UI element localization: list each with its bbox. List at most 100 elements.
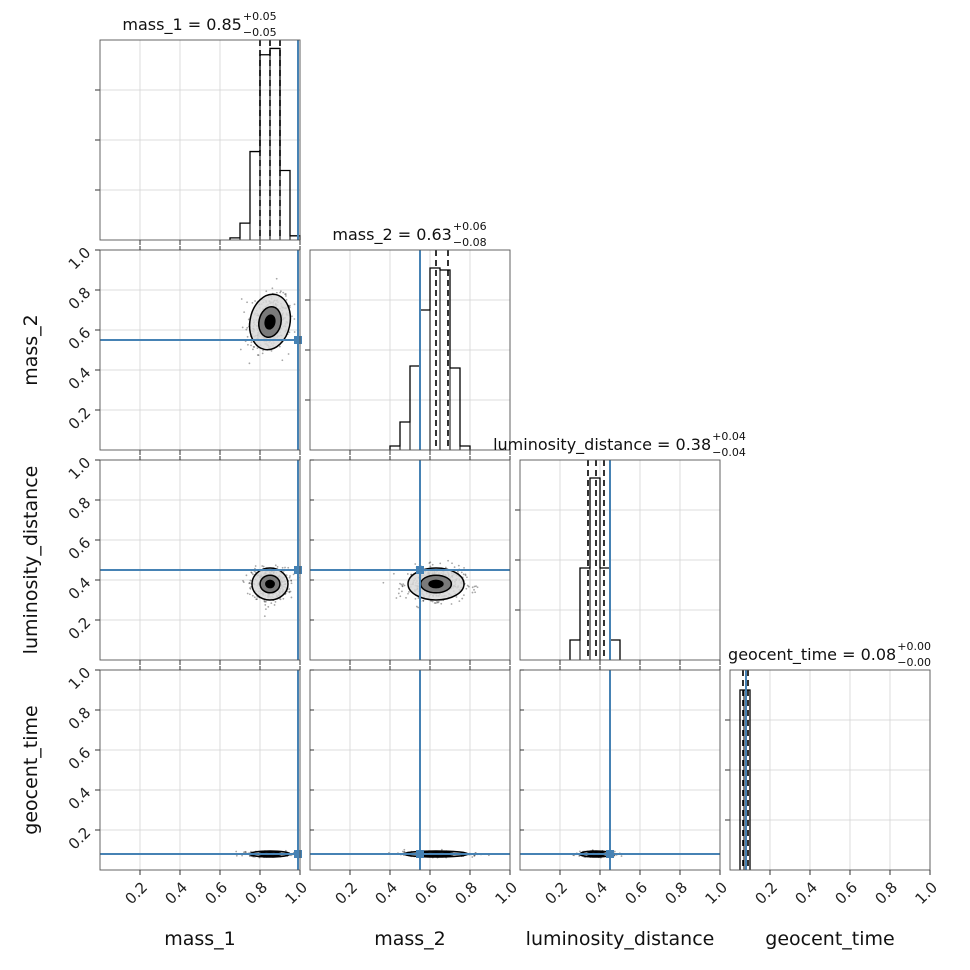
sample-point <box>464 573 467 576</box>
x-tick-label-mass_1: 0.4 <box>161 878 191 908</box>
sample-point <box>474 591 477 594</box>
sample-point <box>462 573 465 576</box>
sample-point <box>444 566 447 569</box>
sample-point <box>252 348 254 351</box>
x-tick-label-geocent_time: 0.6 <box>831 878 861 908</box>
sample-point <box>242 581 245 584</box>
x-tick-label-mass_1: 0.8 <box>241 878 271 908</box>
sample-point <box>403 848 406 851</box>
sample-point <box>287 353 290 355</box>
sample-point <box>461 597 464 600</box>
sample-point <box>399 582 401 585</box>
sample-point <box>403 850 406 853</box>
sample-point <box>271 287 274 290</box>
sample-point <box>275 277 278 280</box>
panel-frame <box>309 669 511 871</box>
sample-point <box>288 331 291 334</box>
sample-point <box>467 585 470 588</box>
title-text: mass_2 = 0.63 <box>332 225 451 245</box>
sample-point <box>263 615 266 618</box>
sample-point <box>288 304 291 307</box>
x-tick-label-mass_1: 0.2 <box>121 878 151 908</box>
title-plus: +0.05 <box>243 10 277 23</box>
panel-frame <box>99 39 301 241</box>
sample-point <box>471 591 474 594</box>
sample-point <box>284 566 286 569</box>
sample-point <box>285 295 287 297</box>
title-minus: −0.04 <box>712 446 746 459</box>
sample-point <box>248 582 251 584</box>
sample-point <box>243 851 246 853</box>
sample-point <box>241 326 244 329</box>
sample-point <box>440 602 443 605</box>
sample-point <box>279 291 282 294</box>
sample-point <box>263 600 266 603</box>
sample-point <box>264 604 267 606</box>
sample-point <box>613 850 616 853</box>
sample-point <box>447 559 449 562</box>
histogram-luminosity_distance <box>569 477 621 660</box>
sample-point <box>414 597 417 600</box>
sample-point <box>431 600 434 603</box>
sample-point <box>251 594 254 597</box>
sample-point <box>463 567 465 569</box>
sample-point <box>429 565 432 568</box>
sample-point <box>392 572 395 575</box>
sample-point <box>253 346 256 348</box>
panel-frame <box>99 669 301 871</box>
x-tick-label-mass_2: 0.2 <box>331 878 361 908</box>
x-tick-label-geocent_time: 0.4 <box>791 878 821 908</box>
sample-point <box>247 318 250 321</box>
title-text: geocent_time = 0.08 <box>728 645 896 665</box>
y-tick-label-mass_2: 0.2 <box>65 404 95 434</box>
panel-frame <box>309 249 511 451</box>
sample-point <box>457 564 460 567</box>
sample-point <box>620 855 623 857</box>
sample-point <box>270 602 273 605</box>
sample-point <box>274 564 277 567</box>
sample-point <box>245 328 248 331</box>
truth-marker <box>294 850 302 858</box>
sample-point <box>278 345 281 348</box>
sample-point <box>408 591 410 593</box>
sample-point <box>249 579 252 582</box>
y-axis-label-luminosity_distance: luminosity_distance <box>20 466 42 655</box>
y-tick-label-luminosity_distance: 0.2 <box>65 614 95 644</box>
truth-marker <box>294 336 302 344</box>
sample-point <box>465 576 468 579</box>
sample-point <box>262 565 265 568</box>
sample-point <box>282 597 285 600</box>
sample-point <box>267 605 270 608</box>
sample-point <box>252 345 255 348</box>
sample-point <box>288 591 291 594</box>
title-mass_2: mass_2 = 0.63 <box>332 225 451 245</box>
sample-point <box>401 850 404 853</box>
sample-point <box>456 570 459 573</box>
x-tick-label-geocent_time: 0.2 <box>751 878 781 908</box>
sample-point <box>261 352 264 355</box>
contour-core <box>428 579 444 589</box>
sample-point <box>407 592 409 595</box>
x-tick-label-geocent_time: 1.0 <box>911 878 941 908</box>
sample-point <box>242 579 244 582</box>
sample-point <box>262 349 264 352</box>
sample-point <box>264 600 267 603</box>
sample-point <box>254 565 257 567</box>
y-axis-label-mass_2: mass_2 <box>20 314 42 386</box>
sample-point <box>276 565 279 568</box>
panel-frame <box>729 669 931 871</box>
sample-point <box>428 562 431 564</box>
sample-point <box>263 599 266 602</box>
sample-point <box>248 582 251 585</box>
sample-point <box>250 571 253 574</box>
title-plus: +0.04 <box>712 430 746 443</box>
sample-point <box>465 587 468 590</box>
sample-point <box>254 300 256 302</box>
sample-point <box>281 359 284 362</box>
sample-point <box>399 595 402 598</box>
sample-point <box>273 604 276 606</box>
sample-point <box>240 298 243 300</box>
sample-point <box>284 293 287 295</box>
truth-marker <box>416 850 424 858</box>
sample-point <box>462 594 465 597</box>
